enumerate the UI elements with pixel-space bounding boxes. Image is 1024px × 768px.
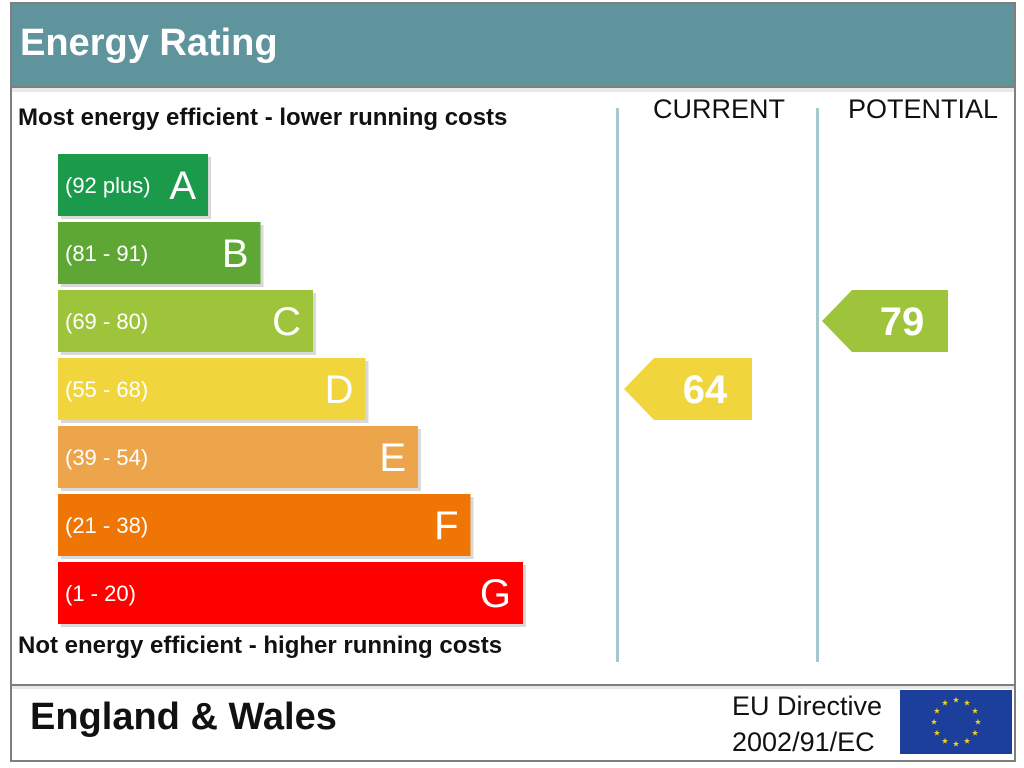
band-range-label: (1 - 20) [65,581,136,606]
band-letter: C [272,300,301,344]
band-letter: B [222,232,249,276]
band-range-label: (92 plus) [65,173,151,198]
band-range-label: (21 - 38) [65,513,148,538]
eu-directive: EU Directive 2002/91/EC [732,688,882,760]
band-d: (55 - 68) D [58,358,369,423]
energy-rating-chart: Energy Rating Most energy efficient - lo… [10,2,1016,762]
eu-directive-line1: EU Directive [732,691,883,721]
band-bar [58,222,261,284]
eu-directive-line2: 2002/91/EC [732,727,875,757]
band-range-label: (81 - 91) [65,241,148,266]
current-rating-arrow-shape [624,358,752,420]
band-letter: G [480,572,511,616]
flag-star [952,740,960,747]
band-range-label: (39 - 54) [65,445,148,470]
potential-rating-arrow: 79 [822,290,948,352]
current-rating-arrow: 64 [624,358,752,420]
flag-star [941,699,949,706]
flag-star [963,699,971,706]
band-g: (1 - 20) G [58,562,526,627]
flag-star [972,729,979,736]
flag-star [941,737,949,744]
flag-star [952,696,960,703]
band-letter: D [325,368,354,412]
flag-star [972,707,979,714]
flag-star [930,718,938,725]
rating-bands: (92 plus) A (81 - 91) B (69 - 80) C (55 - 68) D… [58,154,948,627]
flag-star [933,729,940,736]
band-bar [58,358,366,420]
divider-left [616,108,619,662]
eu-flag-icon [900,690,1012,754]
potential-rating-arrow-value: 79 [880,300,925,344]
band-letter: A [169,164,196,208]
column-header-potential: POTENTIAL [847,94,999,124]
band-c: (69 - 80) C [58,290,316,355]
header-separator [12,88,1014,92]
current-rating-arrow-value: 64 [683,368,728,412]
divider-right [816,108,819,662]
potential-rating-arrow-shape [822,290,948,352]
header-bar: Energy Rating [12,4,1014,88]
band-letter: E [379,436,406,480]
band-letter: F [434,504,458,548]
column-header-current: CURRENT [653,94,785,124]
flag-star [963,737,971,744]
footer-border [12,684,1014,686]
band-range-label: (55 - 68) [65,377,148,402]
band-bar [58,494,471,556]
band-bar [58,426,418,488]
band-e: (39 - 54) E [58,426,421,491]
flag-star [974,718,982,725]
caption-most-efficient: Most energy efficient - lower running co… [18,104,508,131]
chart-title: Energy Rating [20,22,278,64]
band-bar [58,290,313,352]
caption-least-efficient: Not energy efficient - higher running co… [18,632,503,659]
band-b: (81 - 91) B [58,222,264,287]
band-f: (21 - 38) F [58,494,474,559]
footer-separator [12,686,1014,689]
flag-star [933,707,940,714]
band-bar [58,154,208,216]
region-label: England & Wales [30,696,337,738]
band-a: (92 plus) A [58,154,211,219]
band-range-label: (69 - 80) [65,309,148,334]
band-bar [58,562,523,624]
